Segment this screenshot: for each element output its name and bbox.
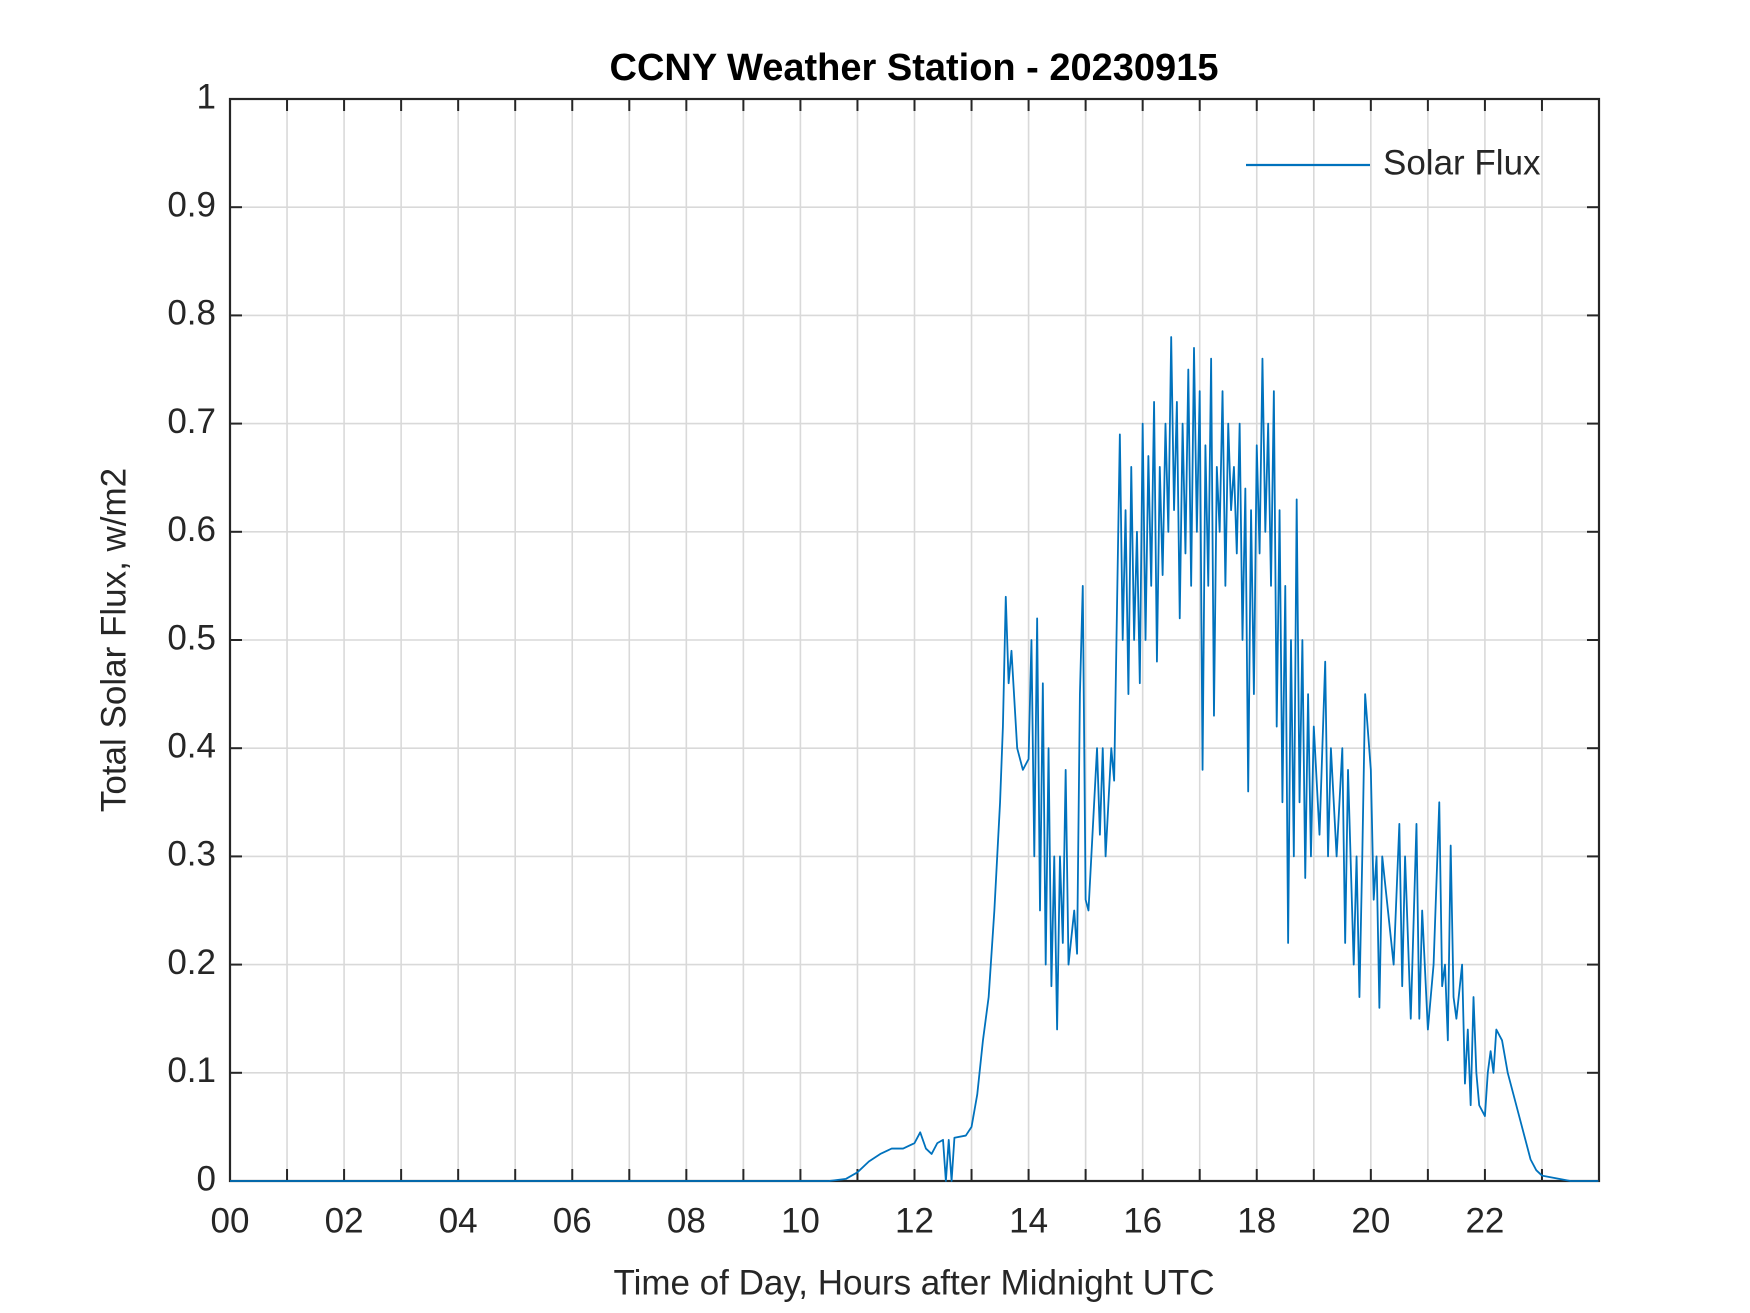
legend-label: Solar Flux: [1383, 143, 1541, 182]
data-line: [230, 336, 1599, 1182]
x-tick-label: 04: [439, 1201, 478, 1240]
y-tick-label: 0.1: [167, 1051, 216, 1090]
y-tick-label: 0.5: [167, 618, 216, 657]
y-tick-label: 0: [197, 1159, 216, 1198]
x-tick-label: 00: [211, 1201, 250, 1240]
x-tick-label: 06: [553, 1201, 592, 1240]
y-tick-label: 0.4: [167, 726, 216, 765]
y-tick-label: 0.7: [167, 402, 216, 441]
x-tick-label: 12: [895, 1201, 934, 1240]
y-axis-label: Total Solar Flux, w/m2: [94, 468, 133, 812]
plot-frame: [228, 97, 1601, 1183]
y-tick-label: 0.2: [167, 943, 216, 982]
x-tick-label: 20: [1351, 1201, 1390, 1240]
x-tick-label: 10: [781, 1201, 820, 1240]
x-axis-label: Time of Day, Hours after Midnight UTC: [614, 1263, 1215, 1302]
x-tick-label: 02: [325, 1201, 364, 1240]
x-tick-label: 18: [1237, 1201, 1276, 1240]
x-tick-label: 22: [1465, 1201, 1504, 1240]
y-tick-label: 0.8: [167, 294, 216, 333]
chart-title: CCNY Weather Station - 20230915: [610, 47, 1219, 89]
x-tick-label: 14: [1009, 1201, 1048, 1240]
y-tick-label: 0.9: [167, 185, 216, 224]
y-tick-label: 1: [197, 77, 216, 116]
y-tick-label: 0.3: [167, 835, 216, 874]
y-tick-label: 0.6: [167, 510, 216, 549]
x-tick-label: 08: [667, 1201, 706, 1240]
x-tick-label: 16: [1123, 1201, 1162, 1240]
